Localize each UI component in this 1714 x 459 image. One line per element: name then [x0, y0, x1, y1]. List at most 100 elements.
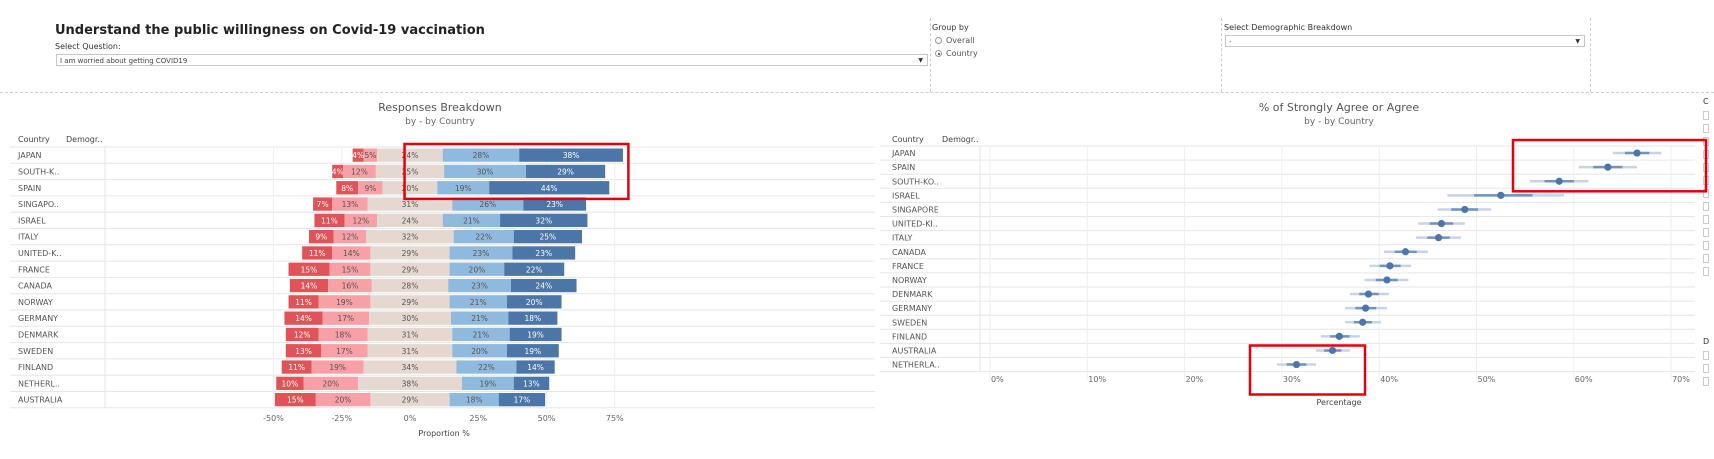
- chart1-bar-strongly-agree: [513, 376, 550, 390]
- chart1-bar-label: 5%: [364, 151, 376, 160]
- chart1-bar-label: 23%: [473, 249, 490, 258]
- chart2-country-label: SPAIN: [892, 163, 915, 172]
- chart1-bar-label: 20%: [402, 184, 419, 193]
- chart1-bar-label: 17%: [338, 314, 355, 323]
- chart1-bar-neutral: [369, 311, 451, 325]
- filter-checkbox[interactable]: [1703, 351, 1709, 360]
- filter-checkbox[interactable]: [1703, 202, 1709, 211]
- chart2-x-tick-label: 0%: [991, 375, 1004, 384]
- chart2-country-label: DENMARK: [892, 290, 933, 299]
- chart1-bar-strongly-disagree: [313, 197, 333, 211]
- chart2-point: [1461, 205, 1469, 214]
- chart1-bar-label: 19%: [336, 298, 353, 307]
- chart1-bar-label: 9%: [315, 233, 327, 242]
- chart2-col-header-country: Country: [892, 135, 924, 144]
- chart1-bar-agree: [442, 213, 501, 227]
- filter-checkbox[interactable]: [1703, 364, 1709, 373]
- chart1-bar-label: 24%: [402, 216, 419, 225]
- filter-checkbox[interactable]: [1703, 267, 1709, 276]
- separator: [1590, 18, 1591, 92]
- chart2-country-label: JAPAN: [891, 149, 915, 158]
- chart1-bar-label: 11%: [288, 363, 305, 372]
- chart1-bar-neutral: [370, 262, 450, 276]
- radio-overall-label: Overall: [946, 36, 975, 45]
- chart1-bar-disagree: [318, 295, 371, 309]
- chart1-bar-strongly-disagree: [332, 164, 344, 179]
- chart1-bar-label: 13%: [342, 200, 359, 209]
- chart1-bar-strongly-agree: [512, 246, 576, 260]
- chart1-country-label: SPAIN: [18, 184, 41, 193]
- chart1-bar-strongly-agree: [519, 148, 623, 162]
- chart1-bar-neutral: [377, 213, 443, 227]
- chart2-country-label: FRANCE: [892, 262, 924, 271]
- chart1-bar-disagree: [358, 181, 383, 195]
- chart1-bar-label: 9%: [364, 184, 376, 193]
- chart1-country-label: ISRAEL: [18, 216, 46, 225]
- chart1-bar-strongly-agree: [511, 278, 577, 293]
- chart1-bar-agree: [437, 181, 490, 195]
- chart2-x-tick-label: 20%: [1186, 375, 1204, 384]
- chart1-bar-label: 19%: [479, 379, 496, 388]
- chart1-bar-label: 18%: [525, 314, 542, 323]
- chart2-country-label: NETHERLA..: [892, 361, 940, 370]
- chart1-country-label: SINGAPO..: [18, 200, 59, 209]
- chart2-point: [1434, 234, 1443, 242]
- filter-checkbox[interactable]: [1703, 111, 1709, 120]
- chart1-bar-neutral: [366, 230, 454, 244]
- chart1-bar-disagree: [328, 278, 372, 293]
- chart2-point: [1555, 177, 1563, 185]
- chart1-bar-label: 44%: [541, 184, 558, 193]
- chart1-bar-strongly-agree: [506, 344, 559, 358]
- chart1-bar-label: 19%: [527, 330, 544, 339]
- chart1-bar-agree: [448, 278, 512, 293]
- chart1-bar-neutral: [367, 197, 453, 211]
- separator: [0, 92, 1714, 93]
- chart1-country-label: GERMANY: [18, 314, 58, 323]
- chart2-country-label: SOUTH-KO..: [892, 177, 939, 186]
- filter-checkbox[interactable]: [1703, 377, 1709, 386]
- chart1-bar-neutral: [370, 295, 450, 309]
- chart1-bar-label: 30%: [477, 167, 494, 176]
- chart2-col-header-demographic: Demogr..: [942, 135, 979, 144]
- chart1-bar-disagree: [332, 197, 368, 211]
- chart1-bar-agree: [450, 311, 509, 325]
- filter-checkbox[interactable]: [1703, 124, 1709, 133]
- chart1-x-tick-label: 25%: [469, 414, 487, 423]
- question-dropdown[interactable]: I am worried about getting COVID19 ▼: [56, 54, 928, 66]
- filter-checkbox[interactable]: [1703, 228, 1709, 237]
- chart1-bar-label: 28%: [473, 151, 490, 160]
- chart1-bar-disagree: [329, 262, 371, 276]
- chart1-country-label: SWEDEN: [18, 347, 53, 356]
- chart2-x-tick-label: 60%: [1575, 375, 1593, 384]
- chart1-bar-disagree: [343, 164, 376, 179]
- demographic-dropdown[interactable]: - ▼: [1225, 35, 1585, 47]
- chart1-bar-label: 24%: [402, 151, 419, 160]
- filter-checkbox[interactable]: [1703, 254, 1709, 263]
- chart1-bar-label: 14%: [295, 314, 312, 323]
- radio-country-label: Country: [946, 49, 978, 58]
- radio-overall[interactable]: Overall: [935, 36, 975, 45]
- chart2-point: [1604, 163, 1612, 171]
- demographic-label: Select Demographic Breakdown: [1224, 23, 1353, 32]
- chart1-title: Responses Breakdown: [378, 101, 501, 114]
- chart1-bar-label: 24%: [535, 282, 552, 291]
- chevron-down-icon: ▼: [918, 57, 923, 64]
- chart1-country-label: NORWAY: [18, 298, 53, 307]
- chart1-bar-label: 23%: [471, 282, 488, 291]
- chart1-bar-label: 11%: [321, 216, 338, 225]
- dashboard-title: Understand the public willingness on Cov…: [55, 23, 485, 38]
- filter-checkbox[interactable]: [1703, 215, 1709, 224]
- chart1-col-header-demographic: Demogr..: [66, 135, 103, 144]
- chart1-bar-disagree: [344, 213, 378, 227]
- chart1-bar-label: 21%: [470, 298, 487, 307]
- filter-checkbox[interactable]: [1703, 241, 1709, 250]
- chart2-country-label: SINGAPORE: [892, 205, 939, 214]
- chart1-country-label: AUSTRALIA: [18, 396, 63, 405]
- chart1-bar-label: 20%: [322, 379, 339, 388]
- chart1-bar-label: 14%: [301, 282, 318, 291]
- chart1-bar-label: 4%: [332, 167, 344, 176]
- chart1-bar-neutral: [363, 360, 457, 374]
- chart1-bar-label: 20%: [526, 298, 543, 307]
- radio-country[interactable]: Country: [935, 49, 978, 58]
- chart1-bar-label: 32%: [402, 233, 419, 242]
